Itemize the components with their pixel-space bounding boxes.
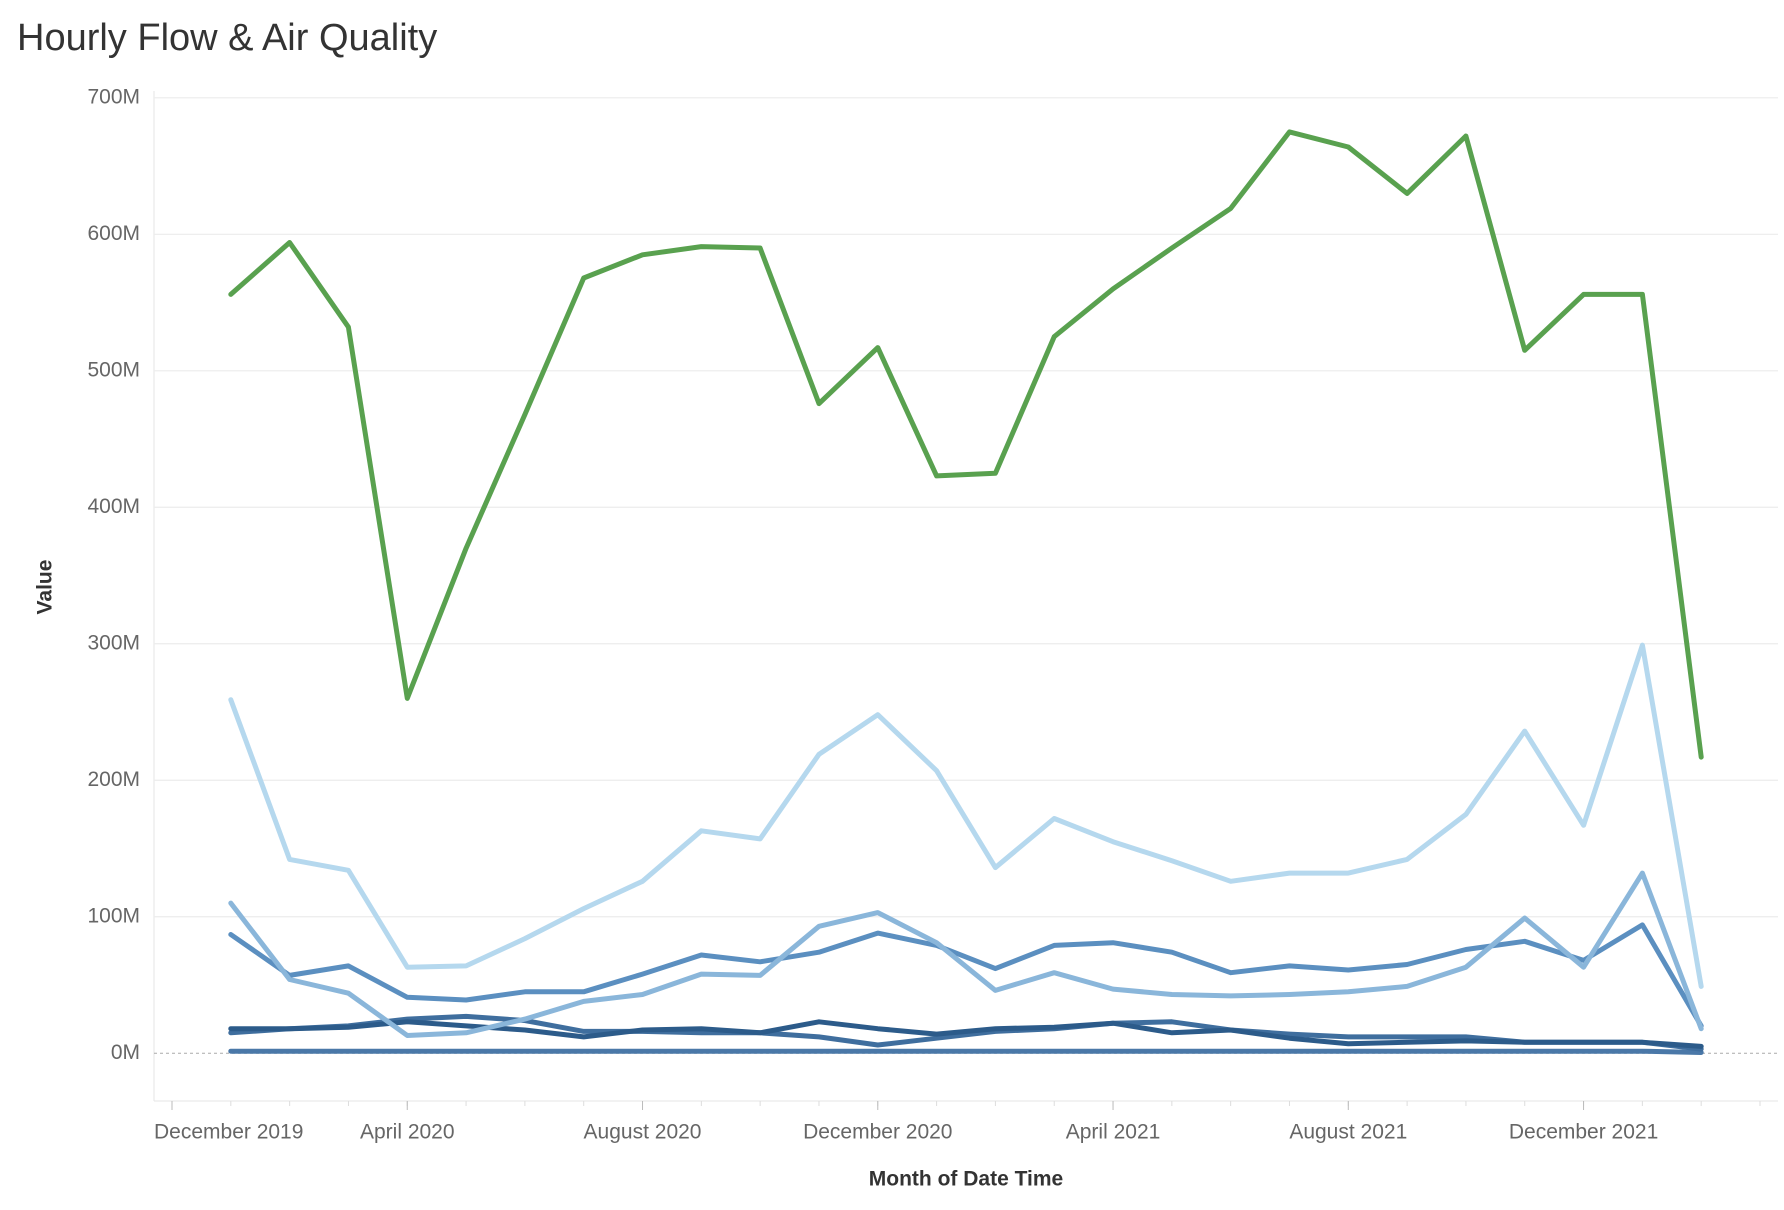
series-line: [228, 870, 1704, 1038]
y-tick-label: 300M: [87, 631, 140, 654]
y-tick-label: 100M: [87, 904, 140, 927]
x-tick-label: April 2020: [360, 1121, 455, 1144]
x-tick-label: December 2020: [803, 1121, 952, 1144]
x-axis-title: Month of Date Time: [869, 1168, 1063, 1191]
x-tick-label: August 2021: [1289, 1121, 1407, 1144]
series-line: [228, 1048, 1704, 1055]
y-tick-label: 0M: [111, 1041, 140, 1064]
series-line: [228, 1013, 1704, 1052]
series-line: [228, 1019, 1704, 1049]
series-line: [228, 922, 1704, 1029]
y-axis-title: Value: [34, 560, 57, 615]
y-tick-label: 600M: [87, 222, 140, 245]
series-line: [228, 129, 1704, 760]
y-tick-label: 400M: [87, 495, 140, 518]
chart-title: Hourly Flow & Air Quality: [17, 17, 437, 59]
x-tick-label: August 2020: [584, 1121, 702, 1144]
y-tick-label: 700M: [87, 85, 140, 108]
y-tick-label: 500M: [87, 358, 140, 381]
series-line: [228, 642, 1704, 989]
x-tick-label: April 2021: [1066, 1121, 1161, 1144]
x-tick-label: December 2019: [154, 1121, 303, 1144]
x-tick-label: December 2021: [1509, 1121, 1658, 1144]
y-tick-label: 200M: [87, 768, 140, 791]
